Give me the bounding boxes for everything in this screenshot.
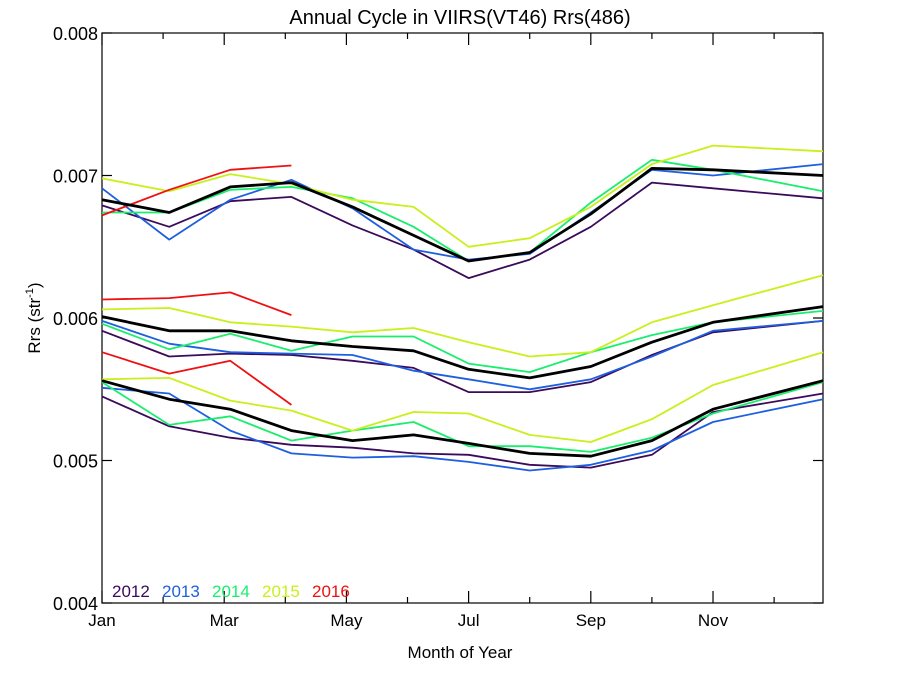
legend-item-2013: 2013 <box>162 582 200 601</box>
x-tick-label: Jul <box>458 611 480 630</box>
series-line-mean-high-mean <box>101 166 824 263</box>
x-axis: Jan Mar May Jul Sep Nov <box>88 33 775 630</box>
series-line-2013-mid <box>101 320 824 391</box>
y-axis-label-close: ) <box>25 282 44 288</box>
x-tick-label: Nov <box>698 611 729 630</box>
y-tick-label: 0.008 <box>53 24 98 44</box>
y-tick-label: 0.006 <box>53 309 98 329</box>
series-line-2013-low <box>101 386 824 472</box>
legend: 2012 2013 2014 2015 2016 <box>112 582 350 601</box>
series-layer <box>101 144 824 472</box>
chart-title: Annual Cycle in VIIRS(VT46) Rrs(486) <box>289 7 630 29</box>
series-line-2016-mid <box>101 291 292 316</box>
legend-item-2015: 2015 <box>262 582 300 601</box>
y-axis: 0.004 0.005 0.006 0.007 0.008 <box>53 24 823 614</box>
x-tick-label: May <box>330 611 363 630</box>
series-line-2013-high <box>101 163 824 261</box>
y-axis-label-superscript: -1 <box>24 288 36 298</box>
series-line-2016-high <box>101 164 292 217</box>
series-line-2014-mid <box>101 310 824 374</box>
series-line-2015-low <box>101 351 824 443</box>
y-axis-label-main: Rrs (str <box>25 298 44 354</box>
series-line-2015-high <box>101 144 824 248</box>
series-line-2012-low <box>101 392 824 469</box>
series-line-2015-mid <box>101 274 824 358</box>
series-line-2014-low <box>101 381 824 453</box>
y-tick-label: 0.005 <box>53 452 98 472</box>
series-line-2016-low <box>101 351 292 406</box>
x-tick-label: Jan <box>88 611 115 630</box>
series-line-mean-mid-mean <box>101 305 824 380</box>
y-tick-label: 0.004 <box>53 594 98 614</box>
legend-item-2014: 2014 <box>212 582 250 601</box>
legend-item-2012: 2012 <box>112 582 150 601</box>
x-tick-label: Mar <box>210 611 240 630</box>
y-tick-label: 0.007 <box>53 167 98 187</box>
x-tick-label: Sep <box>576 611 606 630</box>
series-line-mean-low-mean <box>101 379 824 458</box>
legend-item-2016: 2016 <box>312 582 350 601</box>
y-axis-label: Rrs (str-1) <box>24 282 44 353</box>
x-axis-label: Month of Year <box>408 643 513 662</box>
series-line-2012-mid <box>101 320 824 394</box>
